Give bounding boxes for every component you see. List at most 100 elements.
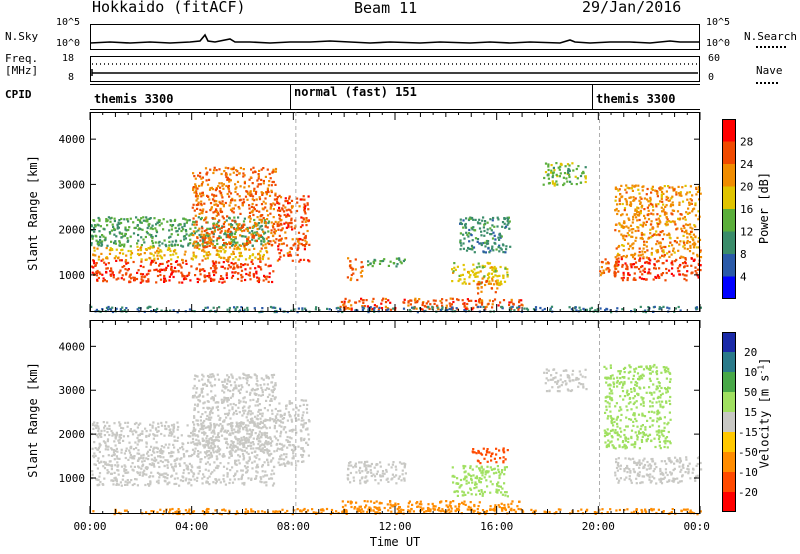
velocity-colorbar-tick: -50 xyxy=(738,446,758,459)
data-region xyxy=(92,245,270,262)
data-region xyxy=(451,464,509,498)
data-region xyxy=(471,447,509,465)
nsky-frame xyxy=(90,24,700,50)
power-colorbar-tick: 20 xyxy=(740,181,753,194)
colorbar-segment xyxy=(722,412,736,432)
data-region xyxy=(341,500,522,513)
colorbar-segment xyxy=(722,209,736,232)
colorbar-segment xyxy=(722,119,736,142)
freq-tick-top: 18 xyxy=(62,53,75,64)
nave-label: Nave xyxy=(756,64,783,77)
velocity-colorbar-tick: -200 xyxy=(738,486,758,499)
x-axis-label: Time UT xyxy=(370,535,421,549)
colorbar-segment xyxy=(722,164,736,187)
data-region xyxy=(90,449,276,487)
data-region xyxy=(90,216,271,248)
heatmap-cells xyxy=(90,363,703,516)
y-tick-label: 1000 xyxy=(59,269,86,282)
nave-tick-top: 60 xyxy=(708,53,721,64)
data-region xyxy=(275,399,311,467)
colorbar-segment xyxy=(722,231,736,254)
y-tick-label: 4000 xyxy=(59,133,86,146)
station-title: Hokkaido (fitACF) xyxy=(92,0,246,16)
colorbar-segment xyxy=(722,452,736,472)
nsky-tick-bottom-right: 10^0 xyxy=(706,38,731,49)
velocity-colorbar-tick: 200 xyxy=(744,346,758,359)
nsky-trace xyxy=(90,33,700,44)
colorbar-segment xyxy=(722,186,736,209)
nsky-tick-top: 10^5 xyxy=(56,17,81,28)
y-tick-label: 4000 xyxy=(59,340,86,353)
colorbar-segment xyxy=(722,141,736,164)
nsky-label: N.Sky xyxy=(5,30,39,43)
nsearch-dotted-legend xyxy=(756,46,786,48)
x-tick-label: 20:00 xyxy=(582,520,615,533)
data-region xyxy=(90,421,269,452)
data-region xyxy=(191,166,278,250)
velocity-colorbar-tick: 100 xyxy=(744,366,758,379)
colorbar-segment xyxy=(722,372,736,392)
power-colorbar-tick: 24 xyxy=(740,158,754,171)
x-tick-label: 04:00 xyxy=(175,520,208,533)
colorbar-segment xyxy=(722,392,736,412)
colorbar-segment xyxy=(722,254,736,277)
data-region xyxy=(614,184,703,259)
y-tick-label: 3000 xyxy=(59,384,86,397)
y-tick-label: 2000 xyxy=(59,224,86,237)
cpid-strip: themis 3300 normal (fast) 151 themis 330… xyxy=(90,84,700,110)
cpid-segment-1: themis 3300 xyxy=(94,92,174,106)
power-colorbar-tick: 4 xyxy=(740,271,747,284)
y-tick-label: 3000 xyxy=(59,178,86,191)
power-colorbar: 4 8 12 16 20 24 28 xyxy=(722,119,754,299)
colorbar-frame xyxy=(722,332,736,512)
cpid-segment-3: themis 3300 xyxy=(596,92,676,106)
velocity-colorbar: 200 100 50 15 -15 -50 -100 -200 xyxy=(722,332,758,512)
cpid-divider-2 xyxy=(592,85,593,109)
velocity-colorbar-tick: -100 xyxy=(738,466,758,479)
data-region xyxy=(603,363,672,450)
velocity-plot: 1000 2000 3000 4000 00:00 04:00 08:00 12:00 16:0… xyxy=(59,320,710,549)
data-region xyxy=(476,279,499,295)
data-region xyxy=(614,456,703,485)
nave-dotted-legend xyxy=(756,82,778,84)
colorbar-segment xyxy=(722,432,736,452)
beam-title: Beam 11 xyxy=(354,0,418,17)
x-tick-label: 16:00 xyxy=(480,520,513,533)
freq-frame xyxy=(90,56,700,82)
freq-unit: [MHz] xyxy=(5,64,39,77)
data-region xyxy=(451,261,509,287)
colorbar-segment xyxy=(722,332,736,352)
nsky-tick-bottom: 10^0 xyxy=(56,38,81,49)
velocity-colorbar-tick: -15 xyxy=(738,426,758,439)
freq-tick-bottom: 8 xyxy=(68,72,75,83)
nave-tick-bottom: 0 xyxy=(708,72,715,83)
velocity-colorbar-label: Velocity [m s-1] xyxy=(756,357,772,469)
colorbar-segment xyxy=(722,276,736,299)
x-tick-label: 08:00 xyxy=(277,520,310,533)
cpid-segment-2: normal (fast) 151 xyxy=(294,85,417,99)
date-title: 29/Jan/2016 xyxy=(582,0,682,16)
data-region xyxy=(346,460,407,485)
data-region xyxy=(543,368,588,393)
data-region xyxy=(346,257,364,282)
nsearch-label: N.Search xyxy=(744,30,797,43)
colorbar-segment xyxy=(722,352,736,372)
data-region xyxy=(191,372,278,454)
nsky-strip xyxy=(90,24,700,50)
freq-label: Freq. xyxy=(5,52,39,65)
power-colorbar-tick: 16 xyxy=(740,203,753,216)
data-region xyxy=(275,194,311,263)
power-colorbar-tick: 8 xyxy=(740,248,747,261)
x-tick-label: 00:00 xyxy=(683,520,710,533)
data-region xyxy=(367,257,406,268)
y-tick-label: 2000 xyxy=(59,428,86,441)
cpid-label: CPID xyxy=(5,88,32,101)
data-region xyxy=(91,259,275,284)
x-tick-label: 00:00 xyxy=(73,520,106,533)
power-colorbar-tick: 28 xyxy=(740,136,753,149)
data-region xyxy=(459,216,512,254)
cpid-divider-1 xyxy=(290,85,291,109)
freq-strip xyxy=(90,56,700,82)
colorbar-segment xyxy=(722,472,736,492)
power-plot: 1000 2000 3000 4000 xyxy=(59,112,703,314)
